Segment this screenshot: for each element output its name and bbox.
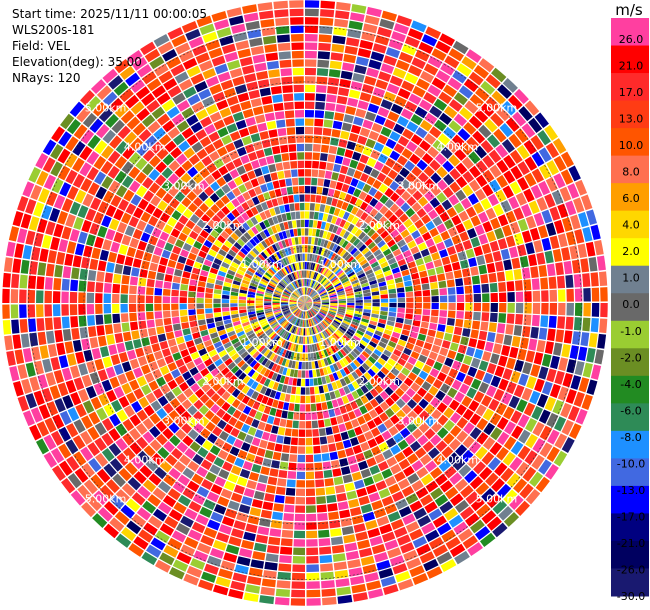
- velocity-gates: [62, 8, 605, 565]
- range-ring-label: 3.00km: [397, 414, 439, 427]
- range-ring-label: 1.00km: [319, 258, 361, 271]
- range-ring-label: 1.00km: [241, 258, 283, 271]
- range-ring: [194, 192, 416, 414]
- range-ring-label: 4.00km: [124, 141, 166, 154]
- range-ring: [83, 81, 527, 525]
- velocity-gates: [14, 20, 599, 606]
- range-ring-label: 2.00km: [202, 375, 244, 388]
- range-rings: [28, 26, 582, 580]
- range-ring-label: 3.00km: [163, 180, 205, 193]
- range-ring-label: 4.00km: [437, 141, 479, 154]
- nrays-text: NRays: 120: [12, 71, 81, 85]
- velocity-gates: [28, 60, 598, 588]
- range-ring-label: 3.00km: [163, 414, 205, 427]
- elevation-text: Elevation(deg): 35.00: [12, 55, 142, 69]
- range-ring-label: 2.00km: [358, 375, 400, 388]
- range-ring: [249, 247, 361, 359]
- range-ring-label: 1.00km: [319, 336, 361, 349]
- range-ring-label: 5.00km: [476, 492, 518, 505]
- range-ring-label: 5.00km: [476, 102, 518, 115]
- range-ring-label: 4.00km: [124, 453, 166, 466]
- velocity-gates: [19, 0, 601, 571]
- range-ring-label: 1.00km: [241, 336, 283, 349]
- start-time-text: Start time: 2025/11/11 00:00:05: [12, 7, 207, 21]
- field-text: Field: VEL: [12, 39, 71, 53]
- range-ring-labels: 1.00km 1.00km 1.00km 1.00km 2.00km 2.00km 2.00…: [85, 102, 517, 506]
- range-ring-label: 5.00km: [85, 102, 127, 115]
- range-ring: [28, 26, 582, 580]
- range-ring-label: 3.00km: [397, 180, 439, 193]
- velocity-gates: [25, 28, 591, 538]
- instrument-text: WLS200s-181: [12, 23, 95, 37]
- velocity-field: [2, 0, 608, 606]
- range-ring: [138, 136, 472, 470]
- range-ring-label: 5.00km: [85, 492, 127, 505]
- range-ring-label: 2.00km: [202, 219, 244, 232]
- range-ring-label: 2.00km: [358, 219, 400, 232]
- range-ring-label: 4.00km: [437, 453, 479, 466]
